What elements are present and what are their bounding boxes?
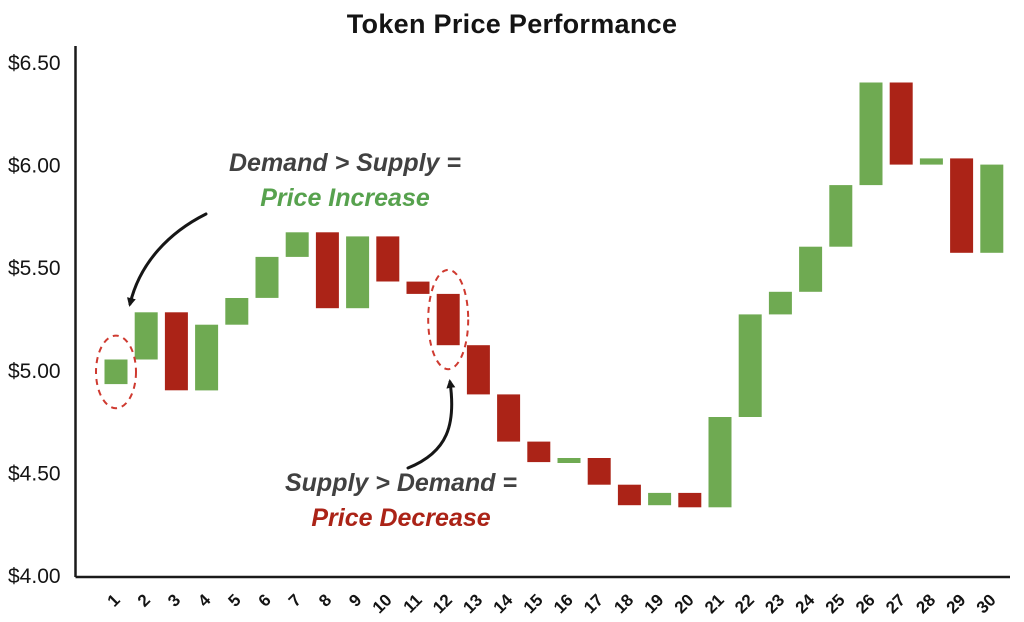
price-bar-28 xyxy=(919,158,943,165)
x-tick-label-9: 9 xyxy=(345,590,365,610)
x-tick-label-3: 3 xyxy=(164,590,184,610)
price-bar-29 xyxy=(950,158,974,253)
arrow-to-increase-bar xyxy=(127,212,208,307)
price-bar-30 xyxy=(980,164,1004,253)
x-tick-label-20: 20 xyxy=(671,590,698,617)
x-tick-label-22: 22 xyxy=(731,590,758,617)
price-bar-11 xyxy=(406,281,430,294)
bars-layer xyxy=(104,82,1004,508)
x-tick-label-25: 25 xyxy=(822,590,849,617)
price-bar-10 xyxy=(376,236,400,282)
annotation-price-increase-text: Price Increase xyxy=(260,183,430,212)
x-tick-label-1: 1 xyxy=(104,590,124,610)
price-bar-21 xyxy=(708,417,732,508)
price-bar-7 xyxy=(285,232,309,257)
x-tick-label-30: 30 xyxy=(973,590,1000,617)
x-tick-label-29: 29 xyxy=(943,590,970,617)
highlight-ellipse-bar-12 xyxy=(427,268,470,371)
price-bar-3 xyxy=(164,312,188,391)
x-tick-label-21: 21 xyxy=(701,590,728,617)
annotation-demand-supply-text: Demand > Supply = xyxy=(228,149,461,177)
x-tick-label-26: 26 xyxy=(852,590,879,617)
price-bar-5 xyxy=(225,298,249,325)
price-bar-8 xyxy=(315,232,339,309)
x-tick-label-4: 4 xyxy=(194,590,215,611)
price-bar-14 xyxy=(497,394,521,442)
price-bar-20 xyxy=(678,492,702,508)
price-bar-18 xyxy=(617,484,641,506)
x-tick-label-16: 16 xyxy=(550,590,577,617)
price-bar-22 xyxy=(738,314,762,417)
x-tick-label-13: 13 xyxy=(459,590,486,617)
x-tick-label-7: 7 xyxy=(285,590,305,610)
x-tick-label-8: 8 xyxy=(315,590,335,610)
x-tick-label-5: 5 xyxy=(224,590,244,610)
price-bar-9 xyxy=(346,236,370,309)
chart-title: Token Price Performance xyxy=(346,9,678,39)
price-bar-27 xyxy=(889,82,913,165)
annotation-demand-supply: Demand > Supply = Price Increase xyxy=(178,146,512,215)
annotation-price-decrease-text: Price Decrease xyxy=(311,503,491,532)
price-bar-6 xyxy=(255,256,279,298)
x-tick-label-27: 27 xyxy=(882,590,909,617)
price-bar-1 xyxy=(104,359,128,385)
y-tick-label: $5.00 xyxy=(8,360,61,383)
x-tick-label-24: 24 xyxy=(792,590,819,617)
price-bar-17 xyxy=(587,458,611,485)
price-bar-26 xyxy=(859,82,883,186)
x-tick-label-6: 6 xyxy=(255,590,275,610)
x-tick-label-2: 2 xyxy=(134,590,154,610)
x-tick-label-18: 18 xyxy=(610,590,637,617)
price-bar-16 xyxy=(557,458,581,463)
price-bar-23 xyxy=(768,291,792,315)
x-tick-label-23: 23 xyxy=(761,590,788,617)
y-axis-labels: $4.00 $4.50 $5.00 $5.50 $6.00 $6.50 xyxy=(8,52,61,588)
price-bar-13 xyxy=(466,345,490,395)
y-tick-label: $6.00 xyxy=(8,155,61,178)
annotation-supply-demand: Supply > Demand = Price Decrease xyxy=(246,466,556,535)
price-bar-15 xyxy=(527,441,551,463)
x-tick-label-15: 15 xyxy=(520,590,547,617)
x-tick-label-17: 17 xyxy=(580,590,607,617)
y-tick-label: $4.00 xyxy=(8,565,61,588)
x-tick-label-14: 14 xyxy=(490,590,517,617)
x-tick-label-19: 19 xyxy=(641,590,668,617)
price-bar-4 xyxy=(195,324,219,391)
x-tick-label-12: 12 xyxy=(429,590,456,617)
x-axis-labels: 1 2 3 4 5 6 7 8 9 10 11 12 13 14 15 16 17 18 19 20 21 22 23 24 2… xyxy=(104,590,1000,617)
price-bar-12 xyxy=(436,293,460,346)
price-bar-19 xyxy=(648,492,672,506)
annotation-supply-demand-text: Supply > Demand = xyxy=(284,469,517,497)
x-tick-label-10: 10 xyxy=(369,590,396,617)
y-tick-label: $6.50 xyxy=(8,52,61,75)
price-bar-25 xyxy=(829,185,853,247)
highlight-ellipses xyxy=(95,268,470,410)
x-tick-label-11: 11 xyxy=(400,590,426,616)
y-tick-label: $5.50 xyxy=(8,257,61,280)
y-tick-label: $4.50 xyxy=(8,462,61,485)
price-bar-24 xyxy=(799,246,823,292)
x-tick-label-28: 28 xyxy=(912,590,939,617)
price-bar-2 xyxy=(134,312,158,360)
highlight-ellipse-bar-1 xyxy=(95,334,137,410)
arrow-to-decrease-bar xyxy=(406,379,456,470)
